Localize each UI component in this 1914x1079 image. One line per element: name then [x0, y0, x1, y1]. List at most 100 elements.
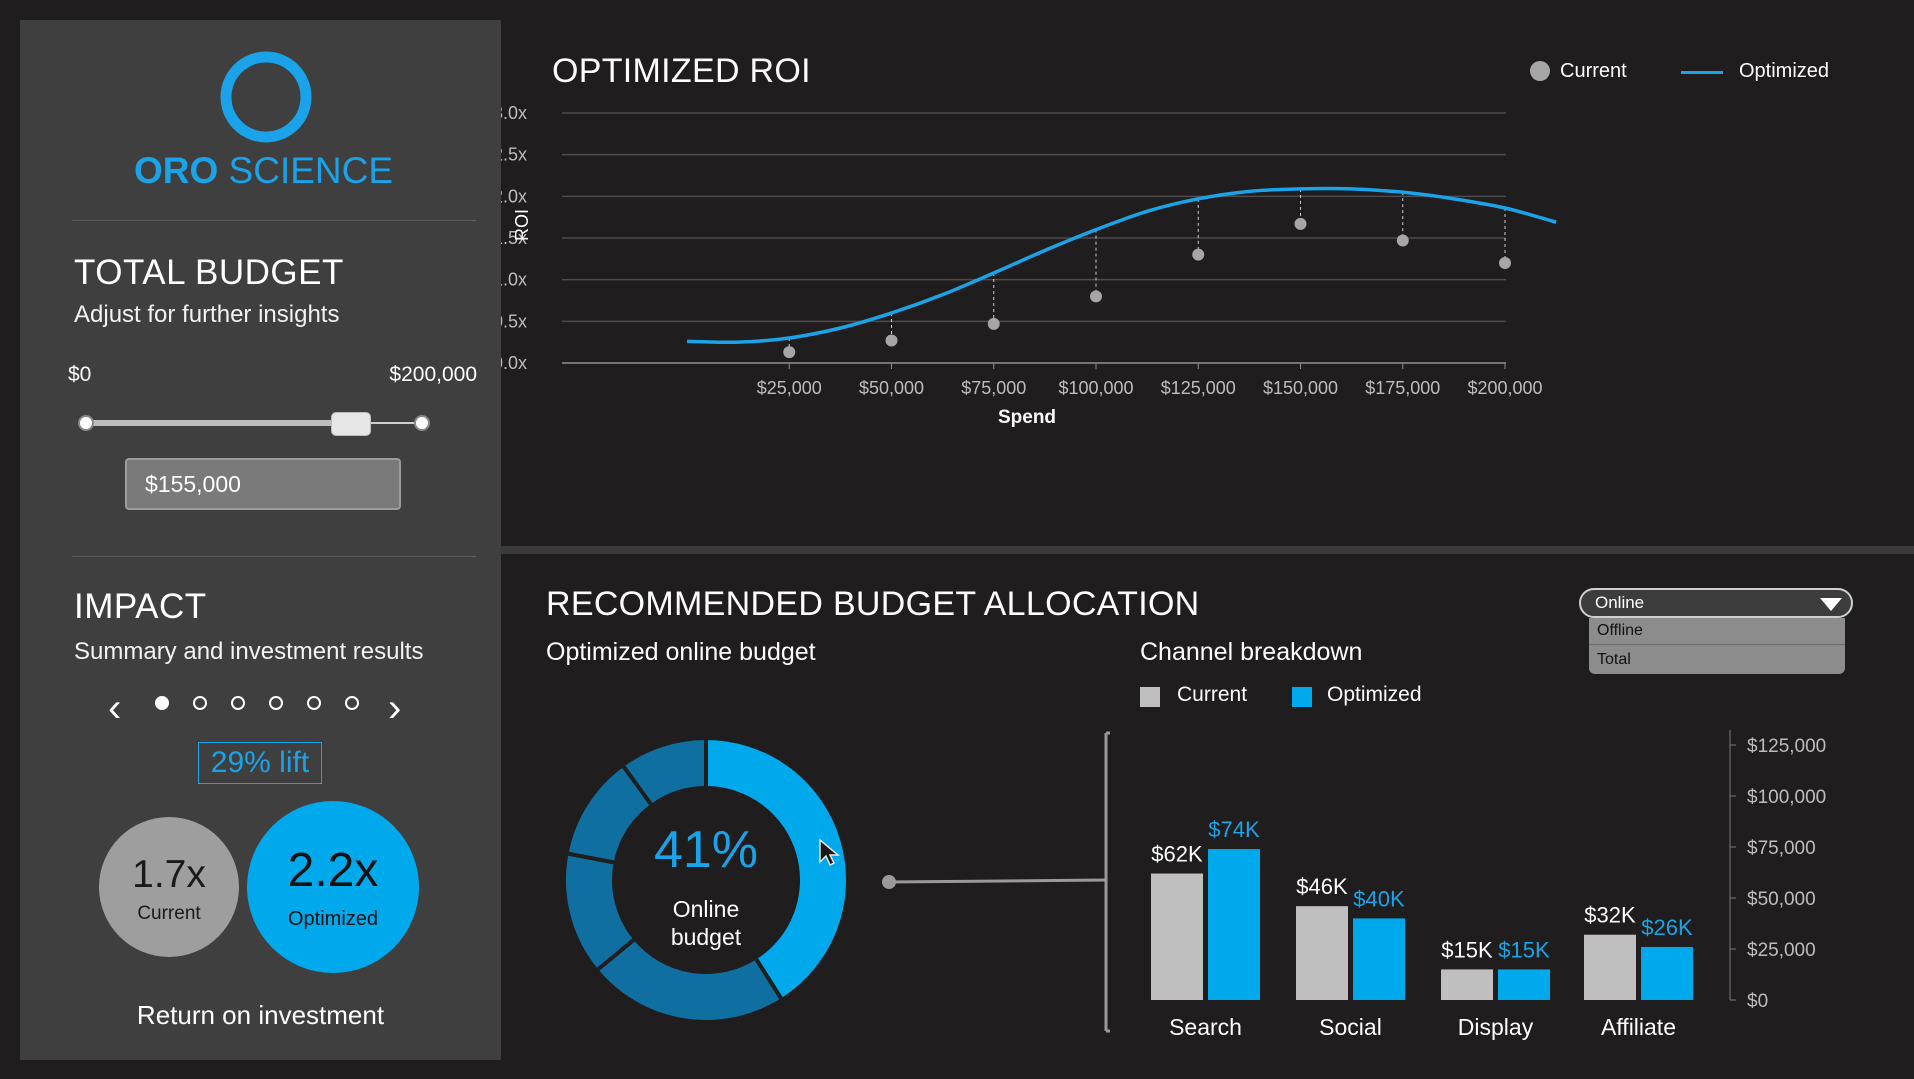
budget-slider[interactable] [78, 404, 430, 444]
budget-title: TOTAL BUDGET [74, 253, 344, 292]
bar-value-label: $32K [1584, 903, 1636, 928]
dropdown-option-offline[interactable]: Offline [1589, 618, 1845, 645]
donut-slice-gap [754, 958, 783, 1000]
roi-current-point [1396, 234, 1409, 247]
optimized-roi-label: Optimized [287, 908, 379, 930]
roi-y-tick-label: 0.0x [501, 353, 527, 373]
optimized-roi-circle: 2.2x Optimized [247, 801, 419, 973]
bar-category-label: Social [1319, 1014, 1382, 1040]
bar-value-label: $46K [1296, 874, 1348, 899]
brand-name: ORO SCIENCE [134, 150, 393, 192]
slider-max-label: $200,000 [389, 363, 477, 386]
bar-y-tick-label: $100,000 [1747, 787, 1826, 808]
roi-y-tick-label: 1.5x [501, 228, 527, 248]
breakdown-legend-current-marker [1140, 687, 1160, 707]
page-dot-1[interactable] [155, 696, 169, 710]
legend-current-marker [1530, 61, 1550, 81]
bar-current [1441, 969, 1493, 1000]
slider-min-label: $0 [68, 363, 92, 386]
roi-current-point [1192, 248, 1205, 261]
roi-current-point [1294, 217, 1307, 230]
roi-x-tick-label: $100,000 [1058, 378, 1133, 398]
mouse-cursor-icon [819, 838, 841, 867]
allocation-title: RECOMMENDED BUDGET ALLOCATION [546, 585, 1200, 623]
page-dot-5[interactable] [307, 696, 321, 710]
chevron-right-icon[interactable]: › [388, 686, 402, 730]
impact-title: IMPACT [74, 587, 207, 626]
dropdown-arrow-icon[interactable] [1819, 596, 1843, 612]
page-dot-3[interactable] [231, 696, 245, 710]
brand-name-part2: SCIENCE [218, 150, 394, 191]
breakdown-legend-optimized-label: Optimized [1327, 683, 1422, 706]
donut-slice [598, 939, 782, 1020]
bar-y-tick-label: $50,000 [1747, 889, 1816, 910]
bar-optimized [1641, 946, 1693, 1000]
legend-current-label: Current [1560, 60, 1627, 82]
page-dot-4[interactable] [269, 696, 283, 710]
donut-bar-connector [882, 731, 1110, 1033]
donut-center-label: Online budget [560, 895, 852, 951]
donut-slice [623, 740, 707, 805]
connector-line [888, 878, 1107, 884]
impact-footer: Return on investment [136, 1000, 385, 1030]
roi-y-tick-label: 2.5x [501, 145, 527, 165]
bar-value-label: $40K [1353, 886, 1405, 911]
bar-current [1296, 906, 1348, 1000]
bar-category-label: Display [1458, 1014, 1534, 1040]
dropdown-option-total[interactable]: Total [1597, 650, 1631, 668]
donut-percent: 41% [653, 821, 759, 879]
slider-min-handle[interactable] [78, 415, 94, 431]
legend-optimized-marker [1681, 71, 1723, 74]
dropdown-selected: Online [1595, 593, 1645, 612]
roi-x-tick-label: $125,000 [1161, 378, 1236, 398]
oro-logo-icon [220, 51, 312, 143]
roi-current-point [885, 334, 898, 347]
bar-category-label: Affiliate [1601, 1014, 1676, 1040]
bar-y-tick-label: $125,000 [1747, 736, 1826, 757]
page-dot-6[interactable] [345, 696, 359, 710]
roi-y-tick-label: 3.0x [501, 103, 527, 123]
brand-name-part1: ORO [134, 150, 219, 191]
slider-fill [86, 420, 340, 426]
channel-bar-chart: $0 $25,000 $50,000 $75,000 $100,000 $125,000 $… [1151, 730, 1826, 1040]
donut-slice [705, 740, 846, 999]
budget-subtitle: Adjust for further insights [74, 301, 340, 328]
donut-label-line2: budget [670, 924, 742, 950]
roi-x-tick-label: $50,000 [859, 378, 924, 398]
donut-slice-gap [622, 765, 653, 806]
budget-value-input[interactable] [125, 458, 401, 510]
lift-badge: 29% lift [198, 742, 322, 784]
breakdown-legend-optimized-marker [1292, 687, 1312, 707]
bar-value-label: $74K [1208, 817, 1260, 842]
page-dot-2[interactable] [193, 696, 207, 710]
bar-current [1584, 934, 1636, 1000]
current-roi-label: Current [137, 903, 201, 924]
donut-subtitle: Optimized online budget [546, 638, 816, 666]
roi-chart-title: OPTIMIZED ROI [552, 52, 811, 90]
bar-value-label: $15K [1498, 937, 1550, 962]
roi-current-point [1090, 290, 1102, 303]
bar-optimized [1208, 849, 1260, 1000]
roi-x-tick-label: $200,000 [1467, 378, 1542, 398]
panel-separator [501, 546, 1914, 554]
budget-donut-chart [562, 736, 850, 1024]
bar-y-tick-label: $25,000 [1747, 940, 1816, 961]
roi-y-tick-label: 0.5x [501, 311, 527, 331]
bar-category-label: Search [1169, 1014, 1242, 1040]
bar-value-label: $26K [1641, 915, 1693, 940]
roi-optimized-line [686, 186, 1557, 345]
bar-optimized [1353, 918, 1405, 1000]
roi-y-axis-label: ROI [512, 209, 532, 241]
current-roi-value: 1.7x [132, 853, 206, 896]
slider-thumb[interactable] [330, 412, 371, 436]
optimized-roi-value: 2.2x [287, 844, 379, 897]
chevron-left-icon[interactable]: ‹ [108, 686, 122, 730]
roi-current-point [783, 346, 796, 359]
bar-y-tick-label: $75,000 [1747, 838, 1816, 859]
roi-current-point [1499, 257, 1511, 269]
slider-max-handle[interactable] [414, 415, 430, 431]
donut-label-line1: Online [672, 896, 740, 922]
roi-x-tick-label: $175,000 [1365, 378, 1440, 398]
roi-current-point [987, 317, 1000, 330]
channel-dropdown[interactable]: Online [1579, 588, 1853, 618]
